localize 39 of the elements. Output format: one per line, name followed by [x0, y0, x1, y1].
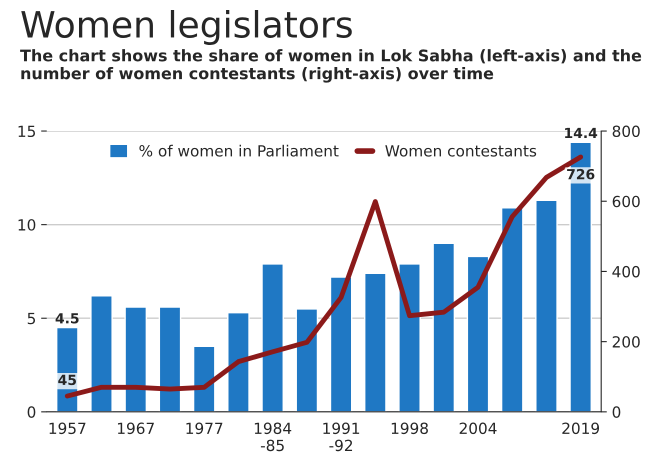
y-tick-label: 15: [18, 126, 36, 138]
y-tick-label: 5: [28, 312, 36, 324]
x-tick-label: 1998: [392, 422, 428, 434]
legend-label: % of women in Parliament: [139, 144, 339, 157]
data-label: 726: [567, 168, 594, 180]
bar: [90, 295, 113, 412]
bar: [296, 308, 318, 412]
data-label: 14.4: [565, 128, 598, 138]
bar: [158, 306, 182, 412]
chart-title: Women legislators: [21, 10, 352, 45]
bar: [432, 242, 456, 412]
x-tick-label: 2019: [562, 422, 600, 434]
x-tick-label: 1967: [118, 422, 154, 434]
x-tick-label: 1957: [50, 422, 86, 434]
y2-tick-label: 800: [612, 126, 640, 138]
data-label: 4.5: [56, 313, 79, 324]
bar: [330, 276, 352, 412]
y-tick-label: 0: [28, 406, 36, 418]
bar: [261, 263, 284, 412]
bar: [192, 346, 216, 412]
x-tick-label: 1991 -92: [323, 422, 360, 452]
x-tick-label: 1984 -85: [254, 422, 292, 452]
bar: [227, 312, 250, 412]
y2-tick-label: 600: [612, 196, 640, 208]
data-label: 45: [58, 374, 76, 386]
bar: [124, 306, 148, 412]
bar: [364, 272, 387, 412]
bar: [500, 207, 524, 412]
bar: [466, 256, 490, 412]
legend-label: Women contestants: [385, 145, 536, 157]
x-tick-label: 2004: [460, 422, 497, 434]
x-tick-label: 1977: [186, 422, 222, 434]
y2-tick-label: 400: [612, 266, 640, 278]
bar: [398, 263, 421, 412]
y2-tick-label: 0: [612, 406, 620, 418]
y-tick-label: 10: [18, 219, 36, 231]
chart-subtitle: The chart shows the share of women in Lok Sabha (left-axis) and the number of women contestants (right-axis) over time: [20, 49, 642, 83]
y2-tick-label: 200: [612, 336, 640, 348]
bar: [535, 200, 558, 412]
